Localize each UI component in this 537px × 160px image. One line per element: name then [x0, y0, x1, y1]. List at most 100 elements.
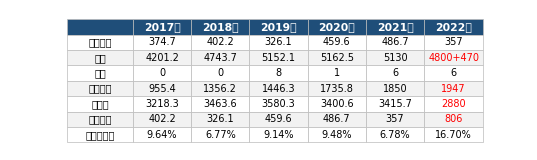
Text: 产量: 产量: [94, 53, 106, 63]
Text: 6.78%: 6.78%: [380, 130, 410, 140]
Bar: [308, 127, 366, 142]
Bar: [133, 96, 191, 112]
Bar: [67, 127, 133, 142]
Bar: [424, 96, 483, 112]
Text: 1446.3: 1446.3: [262, 84, 295, 93]
Bar: [133, 19, 191, 35]
Bar: [67, 50, 133, 65]
Bar: [249, 19, 308, 35]
Text: 2022年: 2022年: [436, 22, 472, 32]
Text: 0: 0: [159, 68, 165, 78]
Text: 出口量: 出口量: [91, 99, 109, 109]
Text: 2019年: 2019年: [260, 22, 297, 32]
Text: 3580.3: 3580.3: [262, 99, 295, 109]
Text: 402.2: 402.2: [206, 37, 234, 47]
Bar: [67, 65, 133, 81]
Bar: [191, 127, 249, 142]
Text: 459.6: 459.6: [323, 37, 351, 47]
Text: 2018年: 2018年: [202, 22, 238, 32]
Bar: [133, 81, 191, 96]
Text: 期末库存: 期末库存: [88, 114, 112, 124]
Text: 1947: 1947: [441, 84, 466, 93]
Bar: [424, 81, 483, 96]
Bar: [308, 112, 366, 127]
Bar: [424, 50, 483, 65]
Text: 3415.7: 3415.7: [378, 99, 412, 109]
Bar: [191, 81, 249, 96]
Bar: [424, 112, 483, 127]
Text: 3218.3: 3218.3: [145, 99, 179, 109]
Text: 国内消费: 国内消费: [88, 84, 112, 93]
Text: 357: 357: [445, 37, 463, 47]
Text: 3400.6: 3400.6: [320, 99, 354, 109]
Bar: [67, 112, 133, 127]
Text: 进口: 进口: [94, 68, 106, 78]
Bar: [366, 35, 424, 50]
Bar: [366, 50, 424, 65]
Text: 4201.2: 4201.2: [145, 53, 179, 63]
Bar: [191, 112, 249, 127]
Text: 486.7: 486.7: [381, 37, 409, 47]
Text: 0: 0: [217, 68, 223, 78]
Text: 2021年: 2021年: [376, 22, 413, 32]
Bar: [308, 65, 366, 81]
Bar: [249, 96, 308, 112]
Text: 402.2: 402.2: [148, 114, 176, 124]
Bar: [366, 65, 424, 81]
Bar: [249, 65, 308, 81]
Bar: [191, 96, 249, 112]
Text: 1: 1: [333, 68, 340, 78]
Bar: [308, 81, 366, 96]
Bar: [191, 35, 249, 50]
Text: 3463.6: 3463.6: [204, 99, 237, 109]
Bar: [249, 81, 308, 96]
Text: 2020年: 2020年: [318, 22, 355, 32]
Bar: [308, 35, 366, 50]
Text: 374.7: 374.7: [148, 37, 176, 47]
Bar: [366, 81, 424, 96]
Text: 4800+470: 4800+470: [428, 53, 479, 63]
Bar: [249, 112, 308, 127]
Text: 326.1: 326.1: [206, 114, 234, 124]
Text: 6.77%: 6.77%: [205, 130, 236, 140]
Text: 2017年: 2017年: [143, 22, 180, 32]
Text: 5152.1: 5152.1: [262, 53, 295, 63]
Bar: [133, 35, 191, 50]
Text: 1356.2: 1356.2: [204, 84, 237, 93]
Bar: [366, 127, 424, 142]
Text: 16.70%: 16.70%: [436, 130, 472, 140]
Bar: [133, 65, 191, 81]
Text: 459.6: 459.6: [265, 114, 292, 124]
Bar: [133, 50, 191, 65]
Text: 5130: 5130: [383, 53, 408, 63]
Bar: [366, 96, 424, 112]
Bar: [191, 19, 249, 35]
Text: 2880: 2880: [441, 99, 466, 109]
Bar: [424, 127, 483, 142]
Text: 6: 6: [451, 68, 457, 78]
Bar: [133, 112, 191, 127]
Text: 9.14%: 9.14%: [263, 130, 294, 140]
Bar: [191, 65, 249, 81]
Text: 库存消费比: 库存消费比: [85, 130, 115, 140]
Bar: [424, 65, 483, 81]
Text: 9.48%: 9.48%: [322, 130, 352, 140]
Text: 9.64%: 9.64%: [147, 130, 177, 140]
Bar: [249, 127, 308, 142]
Bar: [308, 50, 366, 65]
Bar: [424, 35, 483, 50]
Text: 486.7: 486.7: [323, 114, 351, 124]
Text: 357: 357: [386, 114, 404, 124]
Bar: [191, 50, 249, 65]
Text: 1850: 1850: [383, 84, 408, 93]
Bar: [133, 127, 191, 142]
Text: 955.4: 955.4: [148, 84, 176, 93]
Text: 326.1: 326.1: [265, 37, 292, 47]
Text: 期初库存: 期初库存: [88, 37, 112, 47]
Text: 4743.7: 4743.7: [204, 53, 237, 63]
Bar: [67, 35, 133, 50]
Text: 6: 6: [392, 68, 398, 78]
Bar: [67, 96, 133, 112]
Text: 1735.8: 1735.8: [320, 84, 354, 93]
Bar: [366, 112, 424, 127]
